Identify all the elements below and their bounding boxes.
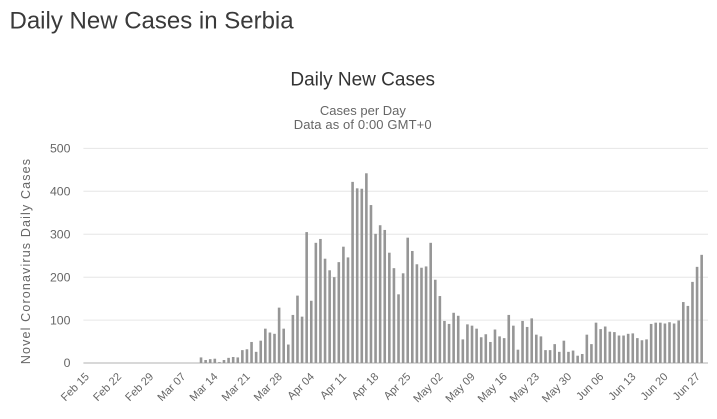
svg-text:0: 0 — [64, 356, 71, 370]
svg-text:200: 200 — [50, 270, 71, 284]
svg-text:400: 400 — [50, 185, 71, 199]
svg-text:500: 500 — [50, 142, 71, 156]
svg-text:100: 100 — [50, 313, 71, 327]
svg-text:Daily New Cases: Daily New Cases — [290, 70, 435, 91]
svg-text:300: 300 — [50, 227, 71, 241]
svg-text:Daily New Cases in Serbia: Daily New Cases in Serbia — [10, 7, 295, 34]
svg-text:Cases per Day: Cases per Day — [320, 103, 406, 118]
svg-text:Data as of 0:00 GMT+0: Data as of 0:00 GMT+0 — [294, 117, 432, 132]
svg-text:Novel Coronavirus Daily Cases: Novel Coronavirus Daily Cases — [19, 158, 33, 364]
